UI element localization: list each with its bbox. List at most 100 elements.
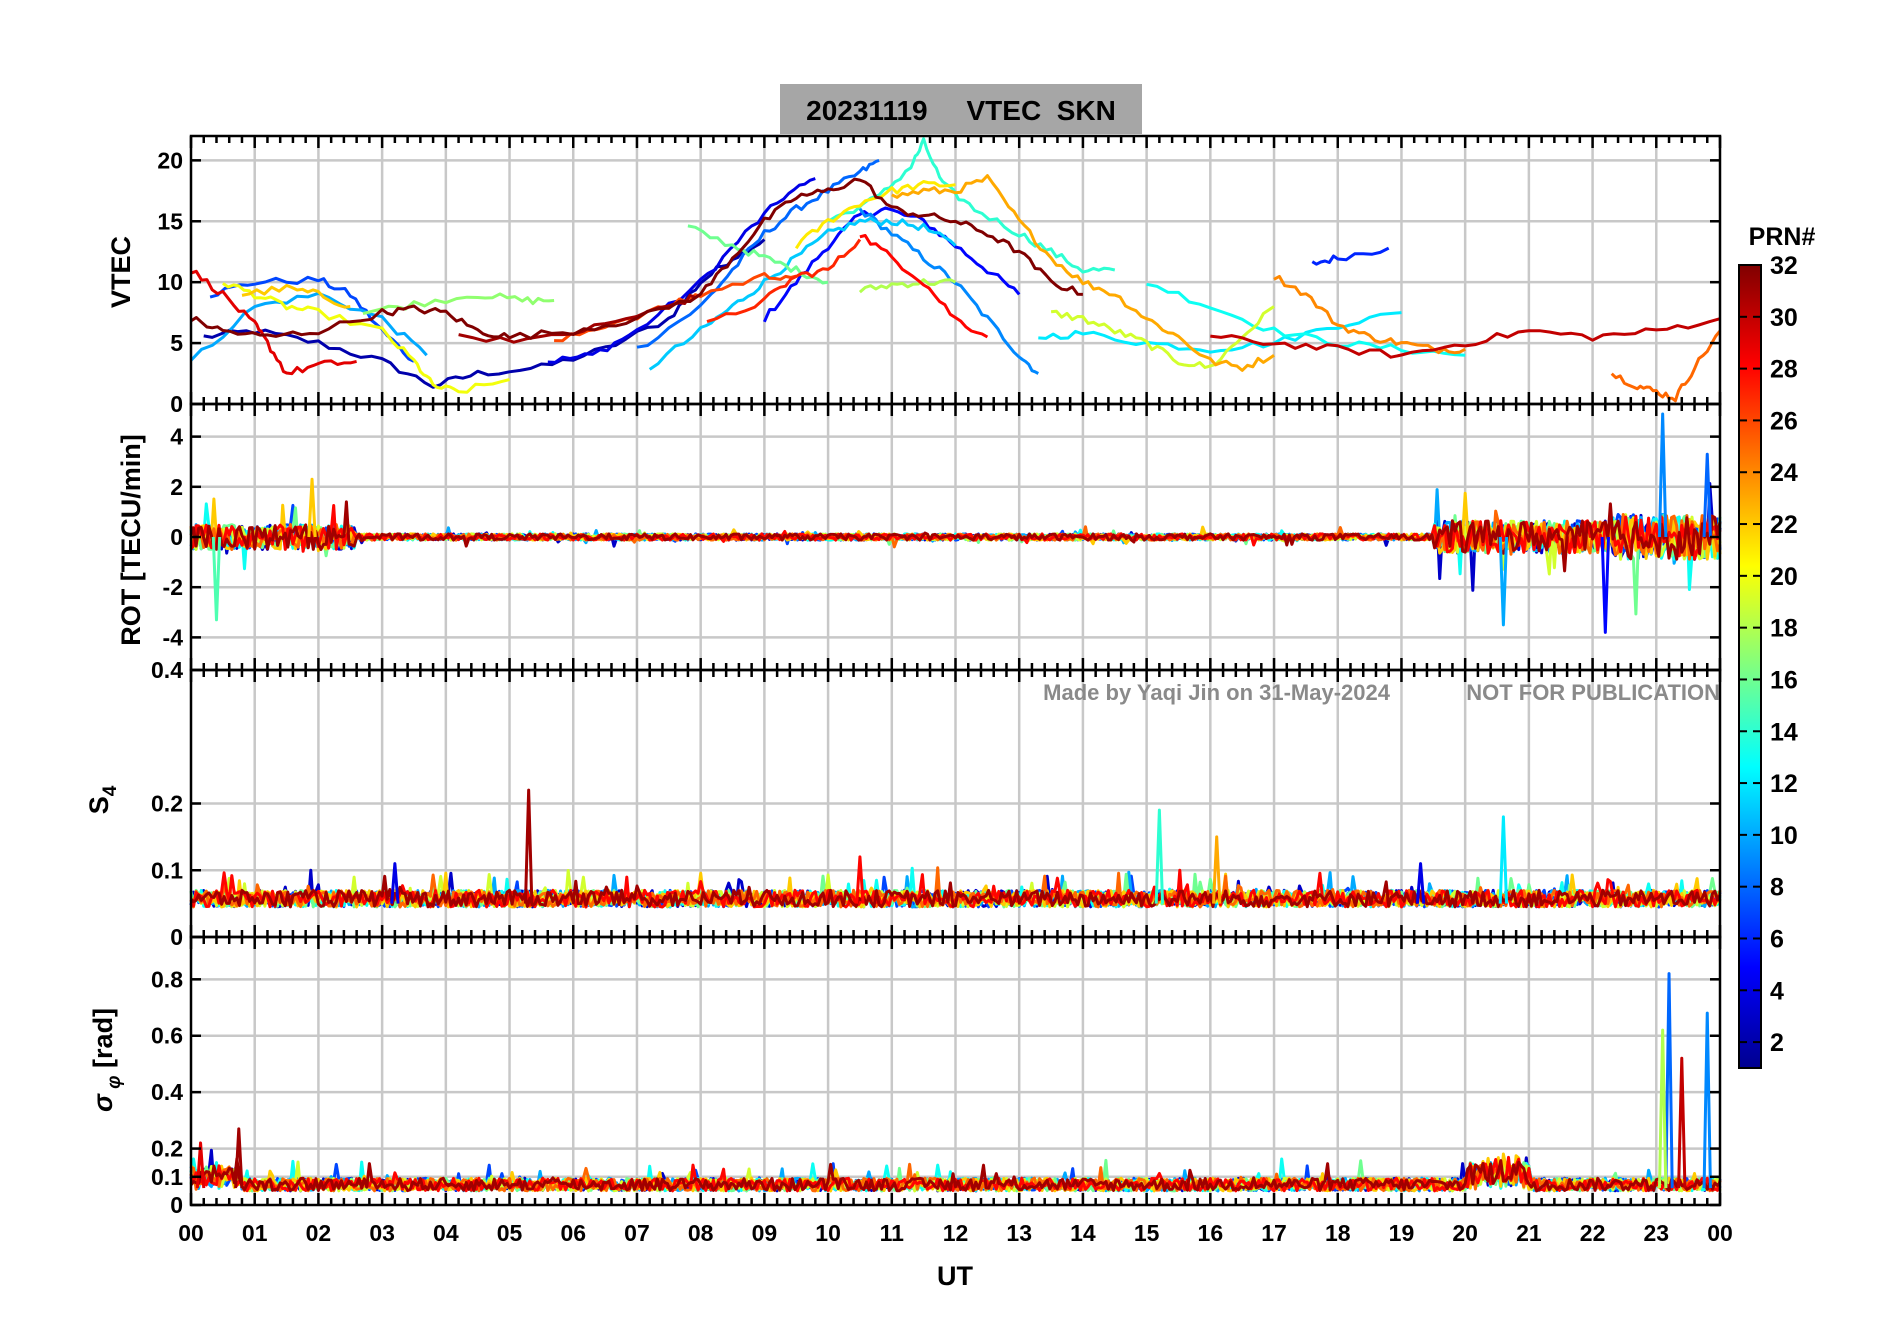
sigma-phi-ylabel: σ φ [rad] [88,1008,125,1112]
series-prn-12 [1038,311,1402,354]
y-tick-label: 20 [157,147,183,173]
colorbar-tick-label: 22 [1770,511,1798,539]
y-tick-label: 0.8 [151,966,183,992]
series-prn-14 [827,137,1116,274]
colorbar-tick-label: 12 [1770,770,1798,798]
series-prn-29 [190,269,357,376]
colorbar-tick-label: 10 [1770,822,1798,850]
series-prn-25 [1610,329,1722,403]
y-tick-label: 0 [170,524,183,550]
series-prn-20 [222,282,510,394]
spike-prn-22 [307,477,317,538]
y-tick-label: 0.6 [151,1023,183,1049]
spike-prn-28 [855,855,865,904]
series-prn-8 [636,158,880,349]
vtec-ylabel: VTEC [106,236,136,308]
watermark-notice: NOT FOR PUBLICATION [1466,680,1720,705]
colorbar-tick-label: 30 [1770,304,1798,332]
x-tick-label: 15 [1134,1220,1160,1246]
spike-prn-4 [1415,862,1426,904]
series-prn-23 [891,174,1275,372]
y-tick-label: 0.1 [151,1164,183,1190]
series-prn-18 [858,278,957,294]
series-prn-19 [1050,305,1275,369]
x-tick-label: 18 [1325,1220,1351,1246]
colorbar-tick-label: 32 [1770,252,1798,280]
series-prn-28 [859,234,989,339]
y-tick-label: 0.4 [151,1079,183,1105]
spike-prn-15 [211,536,222,622]
y-tick-label: 0.2 [151,791,183,817]
y-tick-label: 0.2 [151,1136,183,1162]
colorbar-tick-label: 24 [1770,459,1798,487]
series-prn-24 [1273,274,1466,355]
spike-prn-23 [1212,835,1222,904]
colorbar-tick-label: 26 [1770,407,1798,435]
series-prn-27 [706,238,862,324]
y-tick-label: 0 [170,391,183,417]
x-tick-label: 09 [752,1220,778,1246]
y-tick-label: 0 [170,1192,183,1218]
x-tick-label: 10 [815,1220,841,1246]
colorbar-tick-label: 2 [1770,1029,1784,1057]
series-prn-2 [203,238,766,389]
x-tick-label: 21 [1516,1220,1542,1246]
spike-prn-31 [234,1127,244,1189]
x-tick-label: 08 [688,1220,714,1246]
series-prn-9 [858,207,1040,375]
title-box [780,84,1142,134]
trace-prn-31 [189,1157,1722,1193]
x-tick-label: 02 [306,1220,332,1246]
y-tick-label: 2 [170,474,183,500]
x-tick-label: 00 [178,1220,204,1246]
x-tick-labels: 00 01 02 03 04 05 06 07 08 09 10 11 12 13 14 15 16 17 18 19… [178,1220,1733,1246]
colorbar-label: PRN# [1749,223,1816,251]
series-prn-17 [362,292,555,316]
x-tick-label: 04 [433,1220,459,1246]
x-tick-label: 11 [880,1220,905,1246]
s4-ylabel: S4 [84,785,121,814]
x-tick-label: 23 [1643,1220,1669,1246]
x-tick-label: 01 [242,1220,268,1246]
spike-prn-4 [390,862,400,904]
vtec-panel: 0 5 10 15 20 [157,134,1722,417]
x-tick-label: 19 [1389,1220,1415,1246]
spike-prn-9 [1702,1011,1712,1189]
y-tick-label: 0.1 [151,857,183,883]
spike-prn-29 [195,1141,206,1189]
x-tick-label: 13 [1006,1220,1032,1246]
spike-prn-10 [1498,536,1509,627]
rot-ylabel: ROT [TECU/min] [116,434,146,645]
sigma-phi-panel: 00.10.2 0.4 0.6 0.8 [151,935,1722,1218]
s4-panel: 0 0.1 0.2 0.4 [151,657,1722,950]
x-axis-label: UT [937,1261,973,1291]
x-tick-label: 20 [1452,1220,1478,1246]
x-tick-label: 16 [1198,1220,1224,1246]
colorbar-tick-label: 14 [1770,718,1798,746]
x-tick-label: 05 [497,1220,523,1246]
y-tick-label: 10 [157,269,183,295]
colorbar-tick-label: 20 [1770,563,1798,591]
colorbar-tick-label: 8 [1770,874,1784,902]
spike-prn-8 [1664,972,1674,1189]
chart-title: 20231119 VTEC SKN [806,95,1116,126]
x-tick-label: 03 [369,1220,395,1246]
series-prn-6 [1311,246,1390,266]
rot-panel: -4 -2 0 2 4 [163,402,1722,672]
x-tick-label: 07 [624,1220,650,1246]
spike-prn-31 [523,788,534,904]
series-prn-32 [190,177,1083,340]
series-prn-22 [241,283,351,309]
spike-prn-30 [1677,1056,1687,1189]
colorbar-tick-label: 6 [1770,925,1784,953]
x-tick-label: 00 [1707,1220,1733,1246]
x-tick-label: 17 [1261,1220,1287,1246]
y-tick-label: 0 [170,924,183,950]
y-tick-label: 5 [170,330,183,356]
spike-prn-8 [1702,452,1712,538]
y-tick-label: -2 [163,574,183,600]
x-tick-label: 06 [560,1220,586,1246]
series-prn-30 [1210,317,1721,359]
x-tick-label: 22 [1580,1220,1606,1246]
trace-prn-31 [189,500,1722,573]
